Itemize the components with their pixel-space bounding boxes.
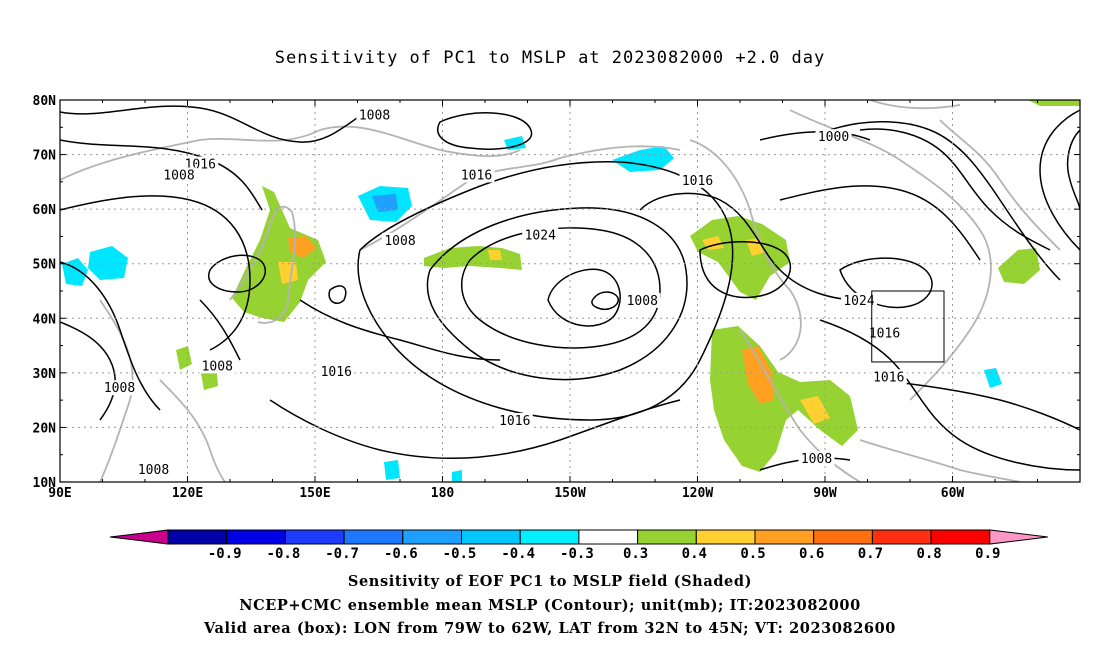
contour-label: 1016	[869, 327, 900, 342]
lat-label: 60N	[33, 203, 57, 218]
shade-positive-core	[742, 346, 774, 404]
caption-valid-area: Valid area (box): LON from 79W to 62W, L…	[204, 620, 896, 637]
contour-label: 1016	[499, 414, 530, 429]
shading-layer	[62, 100, 1080, 482]
lat-label: 30N	[33, 367, 57, 382]
contour-label: 1008	[163, 168, 194, 183]
mslp-contours	[60, 105, 1080, 471]
shade-positive	[176, 346, 218, 390]
latitude-axis: 80N 70N 60N 50N 40N 30N 20N 10N	[33, 94, 57, 491]
shade-negative	[88, 246, 128, 280]
contour-label: 1008	[359, 108, 390, 123]
shade-positive	[998, 248, 1040, 284]
lon-label: 90E	[48, 486, 71, 501]
lon-label: 120W	[682, 486, 713, 501]
contour-label: 1000	[818, 130, 849, 145]
lon-label: 90W	[813, 486, 837, 501]
shade-positive-core	[488, 250, 502, 260]
shade-positive	[690, 216, 790, 300]
lon-label: 60W	[941, 486, 965, 501]
contour-label: 1008	[138, 463, 169, 478]
chart-title: Sensitivity of PC1 to MSLP at 2023082000…	[274, 48, 826, 68]
lon-label: 120E	[172, 486, 203, 501]
coastlines	[60, 100, 1061, 482]
lat-label: 80N	[33, 94, 57, 109]
shade-positive	[232, 186, 326, 322]
contour-label: 1016	[873, 370, 904, 385]
caption-contour: NCEP+CMC ensemble mean MSLP (Contour); u…	[239, 597, 861, 614]
contour-label: 1016	[321, 365, 352, 380]
lat-label: 40N	[33, 312, 57, 327]
contour-label: 1016	[461, 168, 492, 183]
contour-labels: 1008 1016 1008 1008 1016 1024 1016 1000 1008 1024…	[101, 107, 907, 478]
lon-label: 150W	[554, 486, 585, 501]
contour-label: 1008	[202, 359, 233, 374]
lon-label: 150E	[299, 486, 330, 501]
contour-label: 1008	[801, 452, 832, 467]
lon-label: 180	[431, 486, 455, 501]
longitude-axis: 90E 120E 150E 180 150W 120W 90W 60W	[48, 486, 964, 501]
contour-label: 1016	[682, 174, 713, 189]
shade-negative	[984, 368, 1002, 388]
lat-label: 10N	[33, 476, 57, 491]
valid-area-box	[871, 290, 945, 363]
axis-ticks	[59, 99, 1080, 483]
contour-label: 1008	[627, 294, 658, 309]
lat-label: 50N	[33, 258, 57, 273]
shade-negative-core	[372, 194, 398, 212]
contour-label: 1008	[104, 381, 135, 396]
shade-negative	[612, 146, 674, 172]
lat-label: 20N	[33, 421, 57, 436]
shade-positive	[1028, 100, 1080, 106]
contour-label: 1024	[843, 294, 874, 309]
lat-label: 70N	[33, 149, 57, 164]
shade-negative	[62, 258, 88, 286]
shade-negative	[504, 136, 526, 150]
shade-positive-core	[702, 236, 766, 256]
shade-positive	[710, 326, 858, 472]
shade-negative	[384, 460, 462, 482]
caption-shading: Sensitivity of EOF PC1 to MSLP field (Sh…	[347, 573, 753, 590]
contour-label: 1024	[525, 228, 556, 243]
contour-label: 1008	[384, 234, 415, 249]
shade-positive-core	[278, 262, 298, 284]
shade-positive-core	[800, 396, 830, 424]
grid-lines	[60, 100, 1080, 482]
